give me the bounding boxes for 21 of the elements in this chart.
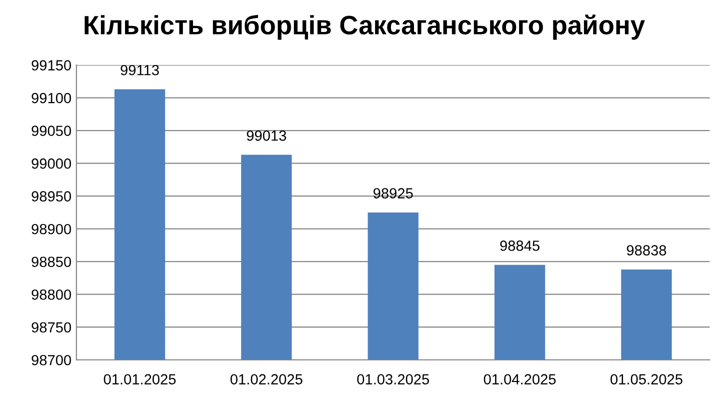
y-tick-label: 99100 bbox=[32, 92, 72, 104]
x-tick-label: 01.01.2025 bbox=[104, 374, 176, 384]
y-tick-label: 98800 bbox=[32, 289, 72, 300]
x-tick-label: 01.05.2025 bbox=[610, 374, 682, 384]
y-tick-label: 98700 bbox=[32, 354, 72, 366]
y-tick-label: 99050 bbox=[32, 126, 72, 136]
data-label: 98845 bbox=[500, 240, 540, 251]
y-tick-label: 98850 bbox=[32, 256, 72, 268]
data-label: 98925 bbox=[374, 188, 413, 198]
y-tick-label: 99000 bbox=[32, 158, 72, 169]
x-tick-label: 01.04.2025 bbox=[484, 374, 556, 384]
x-tick-label: 01.03.2025 bbox=[357, 374, 430, 384]
chart-title: Кількість виборців Саксаганського району bbox=[84, 14, 645, 40]
y-tick-label: 98750 bbox=[32, 322, 72, 333]
data-label: 98838 bbox=[626, 245, 666, 256]
data-label: 99113 bbox=[120, 64, 159, 76]
y-tick-label: 98950 bbox=[32, 191, 72, 202]
y-tick-label: 98900 bbox=[32, 224, 72, 234]
data-label: 99013 bbox=[246, 130, 286, 141]
x-tick-label: 01.02.2025 bbox=[230, 374, 302, 384]
y-tick-label: 99150 bbox=[32, 60, 72, 70]
